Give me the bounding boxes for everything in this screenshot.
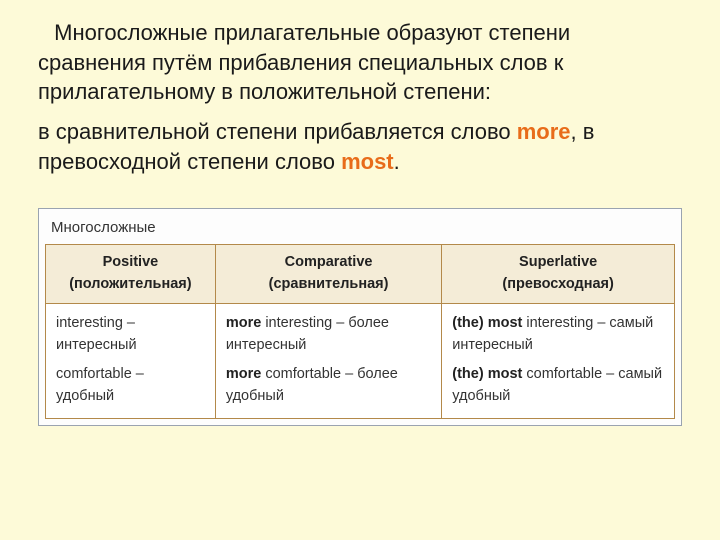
sub-pre: в сравнительной степени прибавляется сло… [38, 119, 517, 144]
sub-paragraph: в сравнительной степени прибавляется сло… [38, 117, 682, 176]
cell-positive: interesting – интересный comfortable – у… [46, 303, 216, 418]
cell-r1c1: interesting – интересный [56, 315, 137, 353]
table-title: Многосложные [45, 215, 675, 244]
cell-r1c3-bold: (the) most [452, 315, 522, 331]
header-superlative-en: Superlative [519, 254, 597, 270]
sub-end: . [394, 149, 400, 174]
cell-r1c2-bold: more [226, 315, 261, 331]
header-superlative-ru: (превосходная) [502, 276, 613, 292]
header-positive: Positive (положительная) [46, 245, 216, 304]
table-header-row: Positive (положительная) Comparative (ср… [46, 245, 675, 304]
comparison-table: Positive (положительная) Comparative (ср… [45, 244, 675, 418]
cell-r2c2-bold: more [226, 366, 261, 382]
cell-r2c1: comfortable – удобный [56, 366, 144, 404]
header-positive-en: Positive [103, 254, 159, 270]
cell-r2c3-bold: (the) most [452, 366, 522, 382]
cell-superlative: (the) most interesting – самый интересны… [442, 303, 675, 418]
table-row: interesting – интересный comfortable – у… [46, 303, 675, 418]
intro-text: Многосложные прилагательные образуют сте… [38, 20, 570, 104]
header-comparative: Comparative (сравнительная) [215, 245, 441, 304]
keyword-more: more [517, 119, 571, 144]
header-comparative-en: Comparative [285, 254, 373, 270]
intro-paragraph: Многосложные прилагательные образуют сте… [38, 18, 682, 107]
header-positive-ru: (положительная) [69, 276, 191, 292]
keyword-most: most [341, 149, 394, 174]
cell-comparative: more interesting – более интересный more… [215, 303, 441, 418]
header-superlative: Superlative (превосходная) [442, 245, 675, 304]
table-container: Многосложные Positive (положительная) Co… [38, 208, 682, 425]
header-comparative-ru: (сравнительная) [269, 276, 389, 292]
